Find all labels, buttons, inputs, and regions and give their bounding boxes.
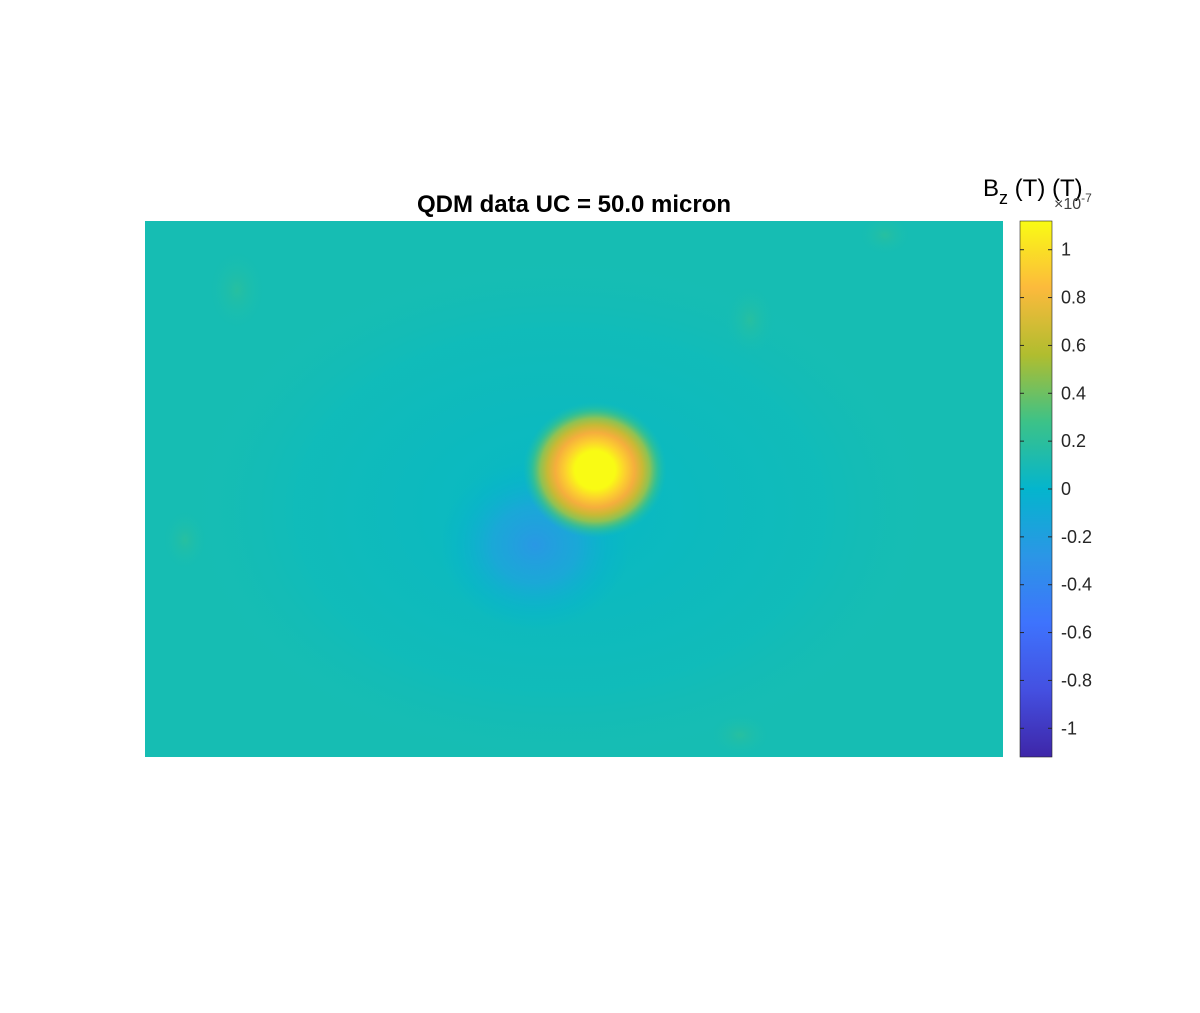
- colorbar: 1 0.8 0.6 0.4 0.2 0 -0.2 -0.4 -0.6 -0.8 -1 Bz (T) …: [983, 175, 1092, 758]
- colorbar-tick-label: 0.8: [1061, 288, 1086, 308]
- colorbar-tick-label: 1: [1061, 240, 1071, 260]
- colorbar-ticks: 1 0.8 0.6 0.4 0.2 0 -0.2 -0.4 -0.6 -0.8 -1: [1020, 240, 1092, 738]
- colorbar-label: Bz (T) (T): [983, 175, 1083, 208]
- colorbar-tick-label: -0.2: [1061, 527, 1092, 547]
- colorbar-tick-label: 0.2: [1061, 431, 1086, 451]
- colorbar-scale: [1019, 220, 1053, 758]
- heatmap-area: [145, 221, 1003, 757]
- colorbar-exponent: ×10-7: [1054, 191, 1092, 213]
- colorbar-tick-label: -0.6: [1061, 623, 1092, 643]
- chart-title: QDM data UC = 50.0 micron: [417, 191, 731, 218]
- heatmap-spot: [209, 250, 265, 330]
- heatmap-spot: [859, 221, 911, 255]
- heatmap-spot: [163, 510, 207, 570]
- heatmap-spot: [710, 713, 770, 757]
- heatmap-positive-peak: [523, 402, 667, 538]
- colorbar-tick-label: -0.8: [1061, 670, 1092, 690]
- colorbar-tick-label: 0: [1061, 479, 1071, 499]
- heatmap-spot: [725, 285, 775, 355]
- colorbar-tick-label: -0.4: [1061, 575, 1092, 595]
- colorbar-tick-label: -1: [1061, 718, 1077, 738]
- colorbar-tick-label: 0.6: [1061, 335, 1086, 355]
- colorbar-tick-label: 0.4: [1061, 383, 1086, 403]
